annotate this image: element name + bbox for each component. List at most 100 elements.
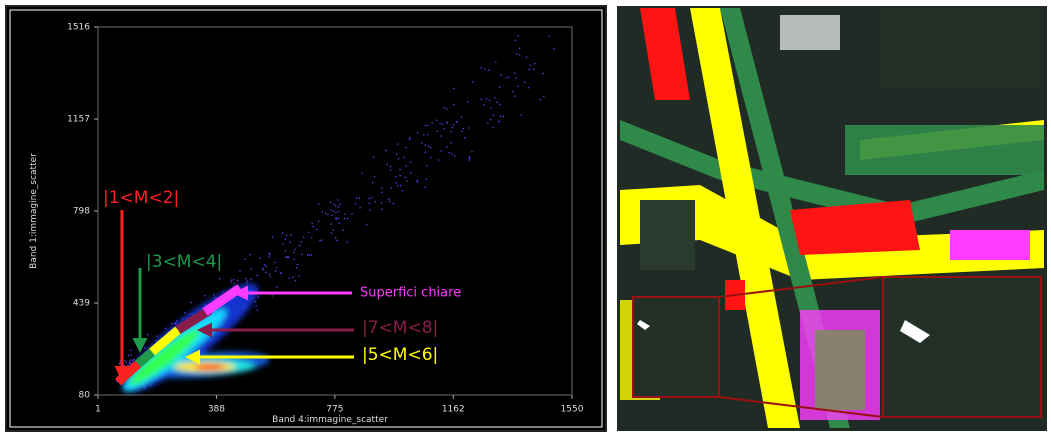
scatter-panel [6,6,606,431]
density-dot [344,218,345,219]
density-dot [128,355,129,356]
density-dot [356,197,357,198]
density-dot [406,165,407,166]
density-dot [313,226,314,227]
density-dot [506,77,507,78]
density-dot [130,350,131,351]
density-dot [204,295,205,296]
density-dot [285,238,286,239]
density-dot [338,211,339,212]
density-dot [144,347,145,348]
density-dot [443,128,444,129]
density-dot [331,232,332,233]
density-dot [359,197,360,198]
density-dot [438,159,439,160]
density-dot [287,257,288,258]
density-dot [174,322,175,323]
density-dot [399,169,400,170]
density-dot [336,240,337,241]
density-dot [296,267,297,268]
density-dot [339,223,340,224]
density-dot [249,254,250,255]
density-dot [288,278,289,279]
density-dot [452,127,453,128]
x-tick-label: 1162 [442,405,465,415]
density-dot [500,74,501,75]
density-dot [471,151,472,152]
density-dot [495,62,496,63]
density-dot [333,229,334,230]
annotation-label: Superfici chiare [360,286,461,301]
density-dot [382,209,383,210]
density-dot [428,146,429,147]
density-dot [343,230,344,231]
density-dot [493,115,494,116]
density-dot [427,134,428,135]
density-dot [333,211,334,212]
density-dot [285,250,286,251]
density-dot [369,209,370,210]
density-dot [440,135,441,136]
density-dot [124,360,125,361]
density-dot [131,355,132,356]
density-dot [515,78,516,79]
density-dot [345,213,346,214]
density-dot [406,181,407,182]
density-dot [119,363,120,364]
y-tick-label: 798 [73,207,90,217]
density-dot [272,295,273,296]
density-dot [553,48,554,49]
density-dot [500,116,501,117]
density-dot [518,35,519,36]
density-dot [426,165,427,166]
density-dot [385,150,386,151]
density-dot [335,206,336,207]
density-dot [381,188,382,189]
density-dot [381,192,382,193]
density-dot [131,359,132,360]
density-dot [487,122,488,123]
density-dot [322,211,323,212]
density-dot [441,151,442,152]
density-dot [405,147,406,148]
density-dot [258,296,259,297]
x-tick-label: 1 [95,405,101,415]
y-axis-label: Band 1:immagine_scatter [29,153,39,269]
density-dot [230,282,231,283]
density-dot [337,199,338,200]
density-dot [147,334,148,335]
density-dot [521,114,522,115]
density-dot [331,210,332,211]
density-dot [534,63,535,64]
density-dot [251,278,252,279]
density-dot [171,323,172,324]
density-dot [409,139,410,140]
density-dot [129,362,130,363]
density-dot [404,157,405,158]
density-dot [355,203,356,204]
density-dot [290,234,291,235]
density-dot [266,266,267,267]
density-dot [425,152,426,153]
density-dot [331,215,332,216]
x-tick-label: 1550 [561,405,584,415]
density-dot [499,87,500,88]
density-dot [484,104,485,105]
density-dot [404,177,405,178]
density-dot [519,54,520,55]
density-dot [308,232,309,233]
density-dot [454,155,455,156]
x-axis-label: Band 4:immagine_scatter [272,415,388,425]
density-dot [292,277,293,278]
density-dot [361,173,362,174]
density-dot [129,360,130,361]
density-dot [375,201,376,202]
annotation-label: |5<M<6| [362,345,438,365]
density-dot [444,107,445,108]
density-dot [389,201,390,202]
density-dot [374,176,375,177]
density-dot [431,122,432,123]
density-dot [239,270,240,271]
y-tick-label: 80 [79,391,91,401]
density-dot [309,254,310,255]
